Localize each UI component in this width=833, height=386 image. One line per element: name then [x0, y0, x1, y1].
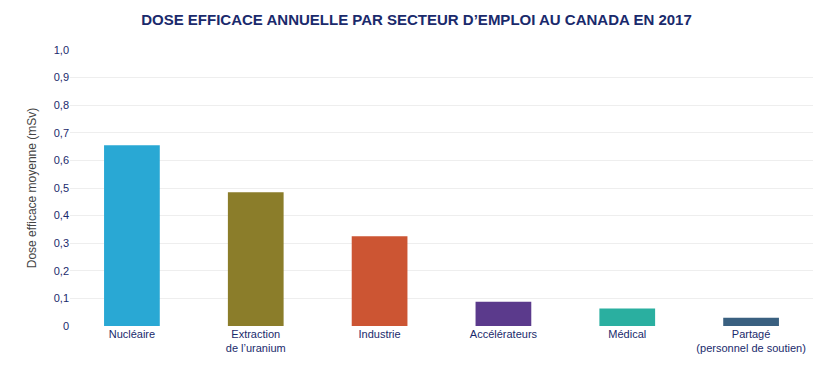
svg-text:0,8: 0,8: [54, 99, 69, 111]
svg-text:0: 0: [63, 320, 69, 332]
svg-text:DOSE EFFICACE ANNUELLE PAR SEC: DOSE EFFICACE ANNUELLE PAR SECTEUR D’EMP…: [141, 11, 692, 28]
svg-text:1,0: 1,0: [54, 44, 69, 56]
svg-text:Extractionde l’uranium: Extractionde l’uranium: [226, 328, 286, 354]
svg-text:Nucléaire: Nucléaire: [109, 328, 155, 340]
svg-text:Partagé(personnel de soutien): Partagé(personnel de soutien): [696, 328, 805, 354]
svg-text:Dose efficace moyenne (mSv): Dose efficace moyenne (mSv): [25, 108, 39, 269]
svg-text:Industrie: Industrie: [358, 328, 400, 340]
svg-text:0,3: 0,3: [54, 237, 69, 249]
svg-text:0,5: 0,5: [54, 182, 69, 194]
svg-text:Accélérateurs: Accélérateurs: [470, 328, 538, 340]
svg-text:0,1: 0,1: [54, 292, 69, 304]
svg-text:0,7: 0,7: [54, 127, 69, 139]
svg-text:0,6: 0,6: [54, 154, 69, 166]
svg-text:0,2: 0,2: [54, 265, 69, 277]
svg-text:0,9: 0,9: [54, 71, 69, 83]
svg-text:0,4: 0,4: [54, 209, 69, 221]
svg-text:Médical: Médical: [608, 328, 646, 340]
